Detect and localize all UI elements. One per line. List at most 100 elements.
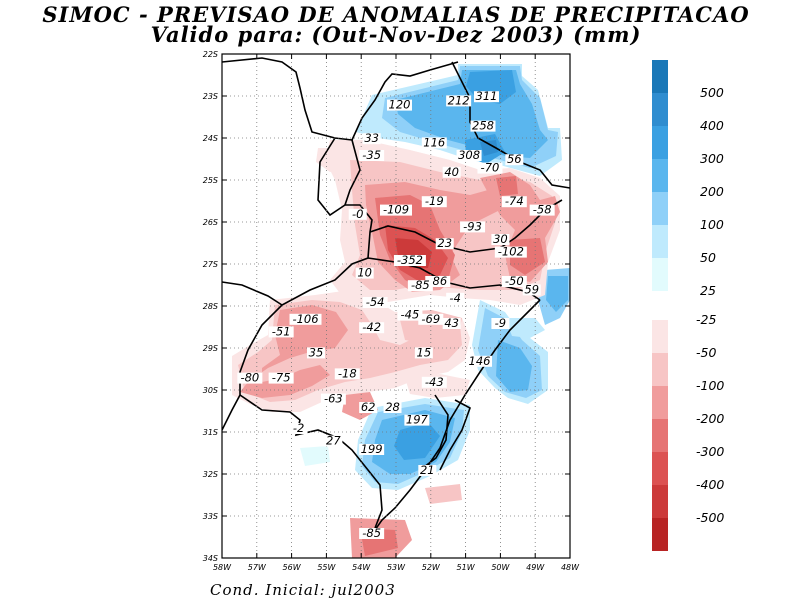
value-label-bg: [501, 196, 527, 208]
value-label-bg: [421, 137, 447, 149]
value-label: 56: [507, 152, 522, 166]
map-subtitle: Valido para: (Out-Nov-Dez 2003) (mm): [150, 22, 642, 47]
value-label: 43: [444, 316, 459, 330]
value-label: 23: [437, 236, 452, 250]
value-label: 40: [444, 165, 459, 179]
value-label-bg: [404, 414, 430, 426]
value-label-bg: [467, 355, 493, 367]
value-label-bg: [456, 150, 482, 161]
anomaly-value-labels: 212 311 120 258 33 116 -35 308 56 40 -70 -19 -74 -58 -…: [237, 89, 555, 540]
lat-tick-label: 25S: [203, 176, 218, 185]
lon-tick-label: 58W: [213, 563, 232, 572]
lat-tick-label: 34S: [203, 554, 218, 563]
value-label-bg: [289, 313, 322, 325]
value-label-bg: [359, 150, 385, 161]
lat-tick-label: 28S: [203, 302, 218, 311]
value-label: 21: [420, 463, 435, 477]
value-label-bg: [268, 326, 294, 338]
value-label: -102: [498, 245, 524, 259]
colorbar-swatch: [652, 225, 668, 258]
value-label: -85: [362, 526, 381, 540]
value-label-bg: [442, 318, 461, 329]
colorbar-label: 400: [700, 118, 724, 133]
value-label-bg: [435, 238, 454, 250]
value-label: -51: [272, 324, 291, 338]
lon-tick-label: 56W: [283, 563, 302, 572]
value-label-bg: [268, 372, 294, 384]
value-label: 30: [493, 232, 508, 246]
value-label-bg: [237, 372, 263, 384]
value-label: 10: [357, 266, 372, 280]
lat-tick-label: 33S: [203, 512, 218, 521]
value-label: 33: [364, 131, 379, 145]
value-label-bg: [460, 221, 486, 233]
lon-tick-label: 49W: [526, 563, 545, 572]
colorbar-label: -400: [696, 477, 724, 492]
value-label: 258: [472, 119, 494, 133]
value-label-bg: [359, 322, 385, 334]
latitude-labels: 22S 23S 24S 25S 26S 27S 28S 29S 30S 31S 32S 33S 34S: [203, 50, 218, 563]
value-label: -106: [292, 312, 318, 326]
value-label: -9: [495, 316, 506, 330]
colorbar-swatch: [652, 386, 668, 419]
value-label: -85: [411, 278, 430, 292]
lat-tick-label: 27S: [203, 260, 218, 269]
value-label-bg: [348, 208, 367, 220]
value-label-bg: [501, 276, 527, 287]
colorbar-swatch: [652, 419, 668, 452]
initial-condition-label: Cond. Inicial: jul2003: [210, 581, 396, 599]
value-label: -35: [362, 148, 381, 162]
value-label: -0: [352, 207, 363, 221]
colorbar-label: 300: [700, 151, 724, 166]
colorbar-swatch: [652, 126, 668, 159]
value-label: 308: [458, 148, 480, 162]
value-label: 311: [476, 89, 498, 103]
value-label-bg: [393, 255, 426, 266]
value-label-bg: [470, 120, 496, 132]
colorbar-label: 500: [700, 85, 724, 100]
colorbar-label: -25: [696, 312, 716, 327]
colorbar-swatch: [652, 353, 668, 386]
value-label: -69: [421, 312, 440, 326]
value-label: -93: [463, 219, 482, 233]
value-label: 62: [361, 400, 376, 414]
colorbar-swatch: [652, 485, 668, 518]
value-label: -58: [533, 203, 552, 217]
value-label-bg: [418, 313, 444, 325]
value-label: -63: [324, 392, 343, 406]
colorbar-label: 50: [700, 250, 716, 265]
colorbar-swatch: [652, 452, 668, 485]
value-label: -18: [338, 366, 357, 380]
value-label-bg: [425, 276, 451, 287]
value-label-bg: [491, 234, 510, 245]
value-label: 15: [417, 345, 432, 359]
value-label-bg: [386, 99, 412, 111]
value-label: 59: [524, 282, 539, 296]
colorbar-label: -500: [696, 510, 724, 525]
parana-north-border: [351, 61, 459, 141]
value-label: 199: [361, 442, 383, 456]
value-label: 197: [406, 413, 429, 427]
colorbar-label: 100: [700, 217, 724, 232]
value-label: -19: [425, 194, 444, 208]
colorbar-swatch: [652, 518, 668, 551]
colorbar-swatch: [652, 93, 668, 126]
lon-tick-label: 51W: [457, 563, 476, 572]
map-title: SIMOC - PREVISAO DE ANOMALIAS DE PRECIPI…: [42, 2, 750, 27]
lat-tick-label: 22S: [203, 50, 218, 59]
colorbar: 500 400 300 200 100 50 25 -25 -50 -100 -200 -300 -40…: [652, 60, 724, 551]
value-label-bg: [355, 267, 374, 279]
value-label-bg: [477, 162, 503, 174]
uruguay-border: [239, 394, 383, 529]
value-label-bg: [359, 528, 385, 539]
value-label-bg: [473, 91, 499, 103]
value-label: 212: [448, 93, 470, 107]
paraguay-border: [222, 57, 353, 141]
value-label-bg: [418, 465, 437, 476]
value-label: -86: [428, 274, 447, 288]
colorbar-swatch: [652, 159, 668, 192]
value-label-bg: [380, 204, 412, 216]
lat-tick-label: 24S: [203, 134, 218, 143]
longitude-labels: 58W 57W 56W 55W 54W 53W 52W 51W 50W 49W 48W: [213, 563, 580, 572]
